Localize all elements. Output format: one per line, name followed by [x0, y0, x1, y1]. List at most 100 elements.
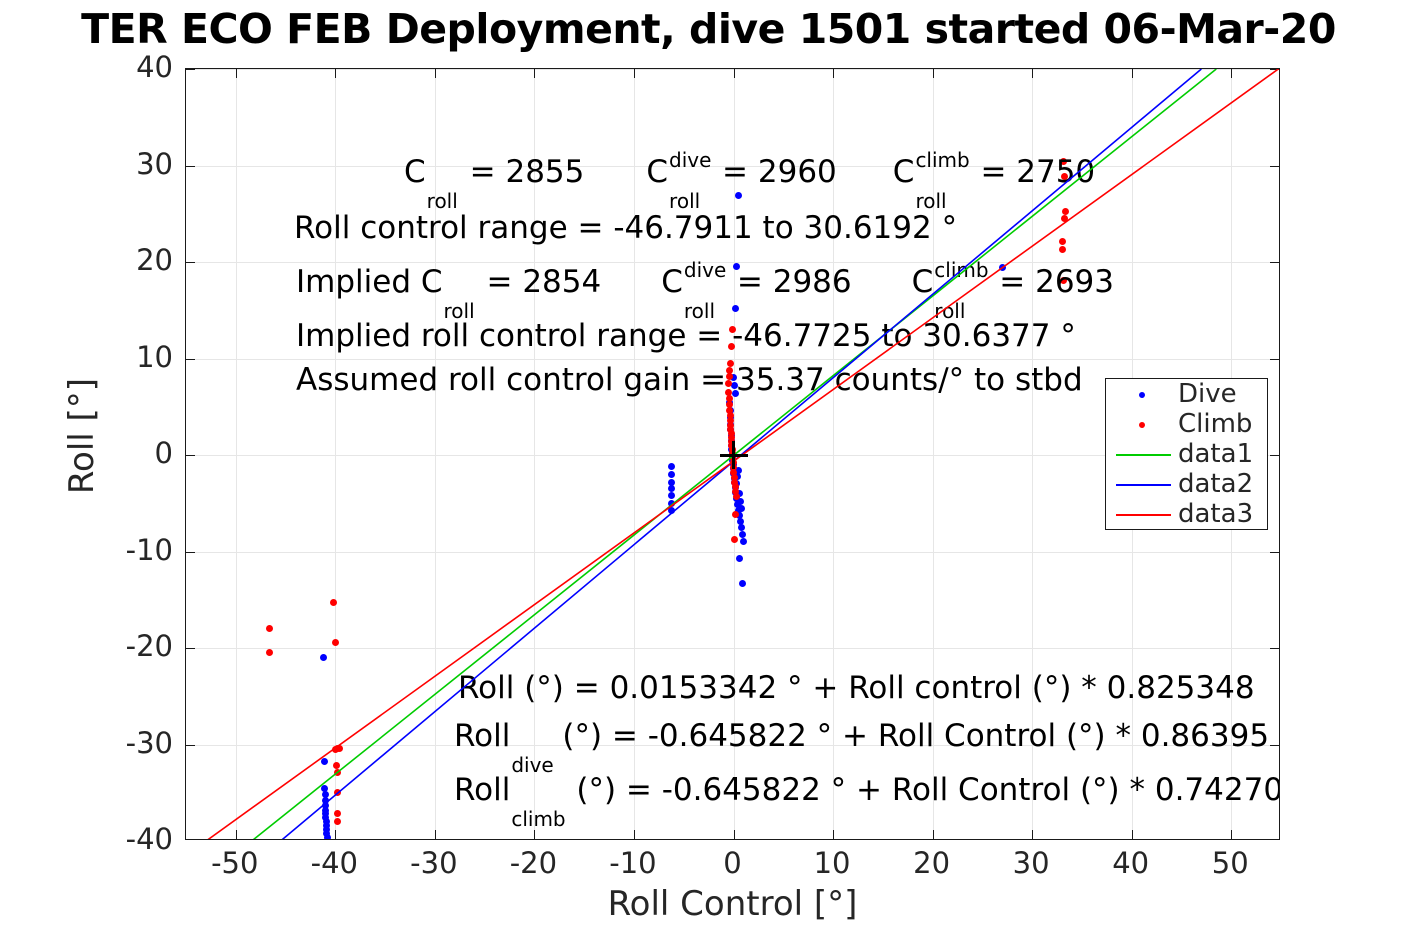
legend-box[interactable]: Dive Climb data1 data2 data3: [1105, 378, 1268, 530]
scatter-point-dive: [322, 829, 330, 837]
implied-c-dive-value: = 2986: [736, 264, 852, 300]
c-dive-value: = 2960: [722, 154, 837, 190]
y-tick-label: 20: [136, 243, 173, 277]
scatter-point-dive: [322, 825, 330, 833]
scatter-point-climb: [730, 468, 737, 476]
scatter-point-climb: [727, 421, 734, 429]
grid-line-vertical: [1032, 69, 1034, 839]
scatter-point-dive: [737, 523, 745, 531]
legend-item-climb[interactable]: Climb: [1106, 409, 1267, 439]
x-axis-tick: [932, 830, 934, 839]
scatter-point-climb: [726, 401, 734, 409]
y-axis-tick: [186, 262, 195, 263]
c-roll-value: = 2855: [469, 154, 585, 190]
legend-line-icon: [1116, 514, 1171, 516]
scatter-point-dive: [320, 785, 328, 793]
c-climb-symbol: C: [892, 154, 915, 190]
x-axis-tick: [833, 69, 835, 78]
scatter-point-dive: [323, 836, 331, 839]
y-tick-label: -30: [125, 725, 173, 760]
scatter-point-dive: [735, 512, 743, 520]
legend-label: Climb: [1178, 409, 1253, 439]
eq-dive-rest: (°) = -0.645822 ° + Roll Control (°) * 0…: [562, 718, 1270, 754]
x-axis-tick: [534, 69, 536, 78]
x-tick-label: -30: [410, 846, 458, 880]
scatter-point-climb: [729, 326, 736, 334]
implied-c-climb-value: = 2693: [999, 264, 1115, 300]
scatter-point-climb: [728, 430, 735, 438]
scatter-point-dive: [668, 499, 676, 507]
scatter-point-dive: [319, 654, 327, 662]
scatter-point-climb: [726, 394, 734, 402]
grid-line-vertical: [833, 69, 835, 839]
grid-line-horizontal: [186, 69, 1279, 70]
scatter-point-dive: [668, 506, 676, 514]
scatter-point-climb: [730, 536, 738, 544]
scatter-point-dive: [730, 382, 738, 390]
scatter-point-dive: [668, 478, 676, 486]
legend-line-icon: [1116, 484, 1171, 486]
y-tick-label: 40: [136, 50, 173, 84]
scatter-point-dive: [730, 374, 737, 382]
legend-item-data2[interactable]: data2: [1106, 469, 1267, 499]
scatter-point-climb: [731, 488, 739, 496]
eq-climb-rest: (°) = -0.645822 ° + Roll Control (°) * 0…: [576, 772, 1280, 808]
scatter-point-climb: [329, 599, 337, 607]
eq-dive-prefix: Roll: [454, 718, 511, 754]
x-axis-tick: [235, 69, 237, 78]
scatter-point-climb: [1061, 172, 1069, 180]
implied-c-dive-symbol: C: [661, 264, 683, 300]
x-tick-label: 30: [1012, 846, 1050, 880]
legend-label: data3: [1178, 499, 1254, 529]
c-roll-symbol: C: [404, 154, 426, 190]
scatter-point-dive: [737, 504, 745, 512]
y-axis-tick: [1270, 358, 1279, 360]
scatter-point-climb: [1060, 158, 1068, 166]
y-axis-tick: [1270, 551, 1279, 553]
legend-label: data2: [1178, 469, 1254, 499]
eq-climb-prefix: Roll: [454, 772, 511, 808]
grid-line-vertical: [434, 69, 436, 839]
annotation-roll-control-range: Roll control range = -46.7911 to 30.6192…: [294, 210, 958, 246]
grid-line-horizontal: [186, 358, 1279, 360]
scatter-point-climb: [266, 649, 274, 657]
y-axis-tick: [186, 455, 195, 456]
annotation-implied-roll-control-range: Implied roll control range = -46.7725 to…: [296, 318, 1076, 354]
legend-item-data3[interactable]: data3: [1106, 499, 1267, 529]
scatter-point-climb: [726, 366, 734, 374]
x-axis-tick: [1032, 830, 1034, 839]
implied-c-climb-subscript: roll: [934, 299, 966, 323]
y-axis-tick: [1270, 455, 1279, 456]
scatter-point-climb: [728, 437, 735, 445]
scatter-point-dive: [668, 463, 676, 471]
x-tick-label: 40: [1112, 846, 1150, 880]
scatter-point-climb: [266, 625, 274, 633]
scatter-point-dive: [731, 304, 739, 312]
scatter-point-climb: [333, 818, 341, 826]
scatter-point-climb: [728, 343, 735, 351]
scatter-point-climb: [725, 388, 733, 396]
y-axis-tick: [1270, 262, 1279, 263]
scatter-point-dive: [738, 579, 746, 587]
legend-line-icon: [1116, 454, 1171, 456]
x-axis-tick: [235, 830, 237, 839]
y-axis-tick: [1270, 648, 1279, 649]
implied-c-dive-superscript: dive: [683, 258, 727, 282]
scatter-point-climb: [728, 441, 735, 449]
scatter-point-dive: [320, 758, 328, 766]
scatter-point-dive: [736, 518, 744, 526]
y-axis-tick: [186, 358, 195, 360]
c-roll-subscript: roll: [426, 189, 458, 213]
legend-item-dive[interactable]: Dive: [1106, 379, 1267, 409]
x-tick-label: 20: [913, 846, 951, 880]
scatter-point-dive: [323, 833, 331, 839]
scatter-point-climb: [726, 373, 734, 381]
scatter-point-climb: [727, 411, 734, 419]
legend-item-data1[interactable]: data1: [1106, 439, 1267, 469]
x-axis-tick: [633, 69, 635, 78]
scatter-point-dive: [735, 490, 743, 498]
x-tick-label: 0: [723, 846, 742, 880]
